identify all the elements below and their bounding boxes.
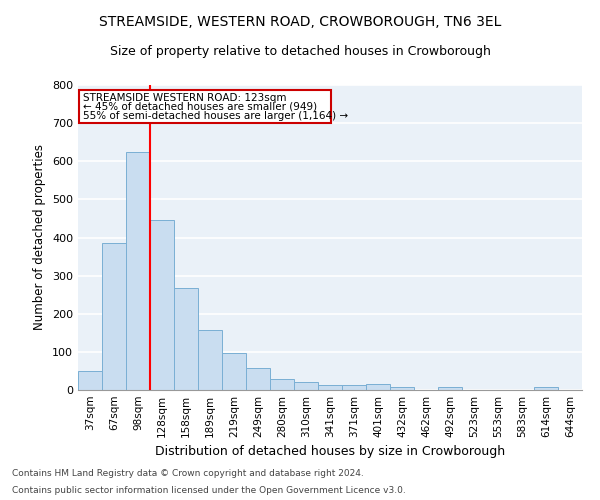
Y-axis label: Number of detached properties: Number of detached properties [34,144,46,330]
Bar [294,382,318,390]
Text: STREAMSIDE, WESTERN ROAD, CROWBOROUGH, TN6 3EL: STREAMSIDE, WESTERN ROAD, CROWBOROUGH, T… [99,15,501,29]
Text: Size of property relative to detached houses in Crowborough: Size of property relative to detached ho… [110,45,490,58]
FancyBboxPatch shape [79,90,331,123]
Bar [246,368,270,390]
X-axis label: Distribution of detached houses by size in Crowborough: Distribution of detached houses by size … [155,446,505,458]
Text: STREAMSIDE WESTERN ROAD: 123sqm: STREAMSIDE WESTERN ROAD: 123sqm [83,92,286,102]
Bar [342,386,366,390]
Bar [438,387,462,390]
Bar [366,384,390,390]
Bar [198,330,222,390]
Bar [318,386,342,390]
Bar [78,371,102,390]
Bar [222,352,246,390]
Bar [150,220,174,390]
Bar [102,243,126,390]
Text: Contains HM Land Registry data © Crown copyright and database right 2024.: Contains HM Land Registry data © Crown c… [12,468,364,477]
Bar [126,152,150,390]
Text: ← 45% of detached houses are smaller (949): ← 45% of detached houses are smaller (94… [83,102,317,112]
Text: 55% of semi-detached houses are larger (1,164) →: 55% of semi-detached houses are larger (… [83,111,348,121]
Bar [270,378,294,390]
Bar [390,387,414,390]
Bar [174,288,198,390]
Bar [534,387,558,390]
Text: Contains public sector information licensed under the Open Government Licence v3: Contains public sector information licen… [12,486,406,495]
